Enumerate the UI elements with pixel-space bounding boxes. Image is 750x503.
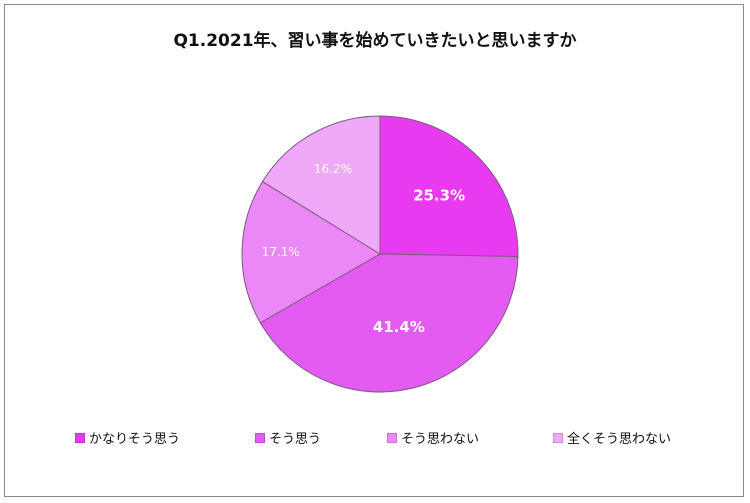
legend-label-1: かなりそう思う <box>89 432 181 447</box>
data-label-1: 25.3% <box>413 187 465 205</box>
data-label-4: 16.2% <box>314 162 352 176</box>
legend-item-4: 全くそう思わない <box>553 428 671 447</box>
legend-label-4: 全くそう思わない <box>567 432 672 447</box>
legend-label-2: そう思う <box>269 432 322 447</box>
legend-item-2: そう思う <box>255 428 321 447</box>
legend-swatch-2 <box>255 432 265 443</box>
pie-slice-2 <box>259 253 519 393</box>
pie-slice-1 <box>379 115 519 258</box>
pie-slice-3 <box>241 180 381 324</box>
legend-label-3: そう思わない <box>401 432 480 447</box>
legend-swatch-3 <box>387 432 397 443</box>
legend-item-1: かなりそう思う <box>75 428 180 447</box>
legend-swatch-1 <box>75 432 85 443</box>
data-label-2: 41.4% <box>373 318 425 336</box>
data-label-3: 17.1% <box>262 245 300 259</box>
legend-swatch-4 <box>553 432 563 443</box>
chart-title: Q1.2021年、習い事を始めていきたいと思いますか <box>173 31 577 51</box>
pie-slice-4 <box>261 115 381 255</box>
legend-item-3: そう思わない <box>387 428 479 447</box>
legend: かなりそう思う そう思う そう思わない 全くそう思わない <box>0 428 750 450</box>
